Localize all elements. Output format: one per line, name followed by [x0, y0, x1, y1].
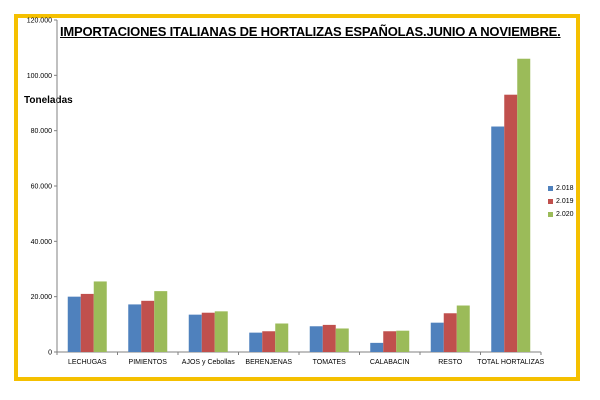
- bar: [141, 300, 155, 352]
- bar: [154, 291, 168, 352]
- y-tick-label: 80.000: [31, 128, 53, 135]
- bar: [456, 305, 470, 352]
- bar: [491, 126, 505, 353]
- legend: 2.018 2.019 2.020: [548, 182, 574, 221]
- x-tick-label: PIMIENTOS: [129, 359, 168, 366]
- y-tick-label: 60.000: [31, 184, 53, 191]
- x-tick-label: LECHUGAS: [68, 359, 107, 366]
- bar: [80, 293, 94, 352]
- y-tick-label: 120.000: [27, 18, 52, 25]
- y-tick-label: 40.000: [31, 239, 53, 246]
- x-tick-label: TOMATES: [313, 359, 347, 366]
- bar: [383, 331, 397, 352]
- bar: [262, 331, 276, 352]
- bar: [504, 94, 518, 352]
- bar: [67, 296, 81, 352]
- y-tick-label: 0: [48, 350, 52, 357]
- bar: [128, 304, 142, 352]
- legend-item: 2.020: [548, 208, 574, 221]
- bar: [517, 58, 531, 352]
- legend-label: 2.020: [556, 211, 574, 218]
- bar: [443, 313, 457, 352]
- legend-swatch: [548, 186, 553, 191]
- legend-item: 2.019: [548, 195, 574, 208]
- bar: [370, 342, 384, 352]
- bar: [430, 322, 444, 352]
- x-tick-label: TOTAL HORTALIZAS: [477, 359, 544, 366]
- x-tick-label: AJOS y Cebollas: [182, 359, 235, 366]
- bar: [93, 281, 107, 352]
- bar: [201, 312, 215, 352]
- legend-swatch: [548, 212, 553, 217]
- y-tick-label: 20.000: [31, 294, 53, 301]
- bar: [309, 326, 323, 352]
- chart-frame: [14, 14, 580, 381]
- legend-item: 2.018: [548, 182, 574, 195]
- bar: [249, 332, 263, 352]
- legend-label: 2.018: [556, 185, 574, 192]
- legend-swatch: [548, 199, 553, 204]
- bar: [188, 314, 202, 352]
- bar: [335, 328, 349, 352]
- x-tick-label: BERENJENAS: [245, 359, 292, 366]
- bar: [275, 323, 289, 352]
- chart-title: IMPORTACIONES ITALIANAS DE HORTALIZAS ES…: [60, 24, 561, 39]
- y-tick-label: 100.000: [27, 73, 52, 80]
- x-tick-label: CALABACIN: [370, 359, 410, 366]
- legend-label: 2.019: [556, 198, 574, 205]
- x-tick-label: RESTO: [438, 359, 463, 366]
- bar: [396, 330, 410, 352]
- bar: [322, 324, 336, 352]
- y-axis-unit-label: Toneladas: [24, 95, 73, 106]
- bar: [214, 311, 228, 352]
